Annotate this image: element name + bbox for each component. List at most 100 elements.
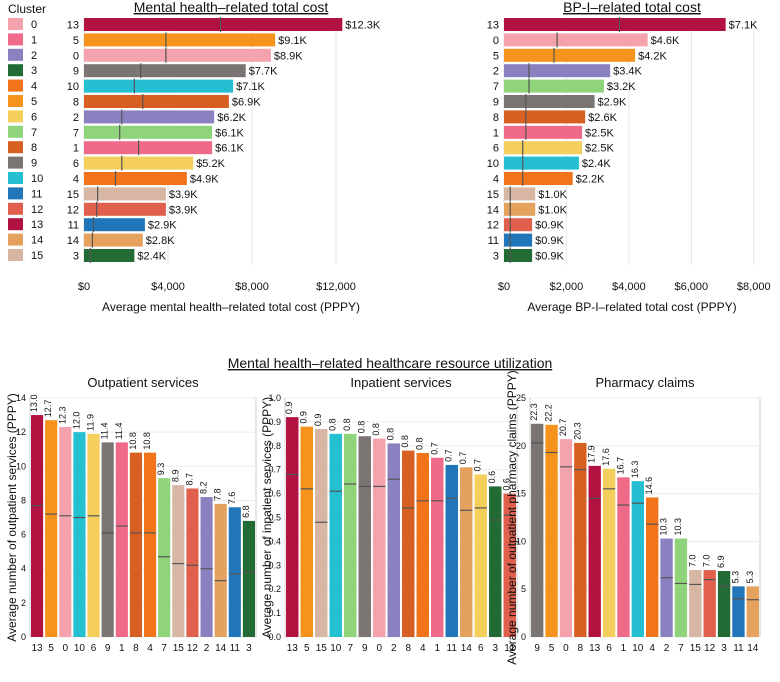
bp_cost-bar-14 [504, 202, 536, 216]
outpatient-value-label: 12.0 [71, 412, 81, 430]
inpatient-value-label: 0.8 [342, 418, 352, 431]
outpatient-value-label: 6.8 [241, 505, 251, 518]
legend-swatch-8 [8, 141, 23, 154]
pharmacy-category-label: 11 [733, 643, 744, 654]
bp_cost-bar-2 [504, 64, 611, 78]
outpatient-y-tick: 0 [21, 632, 26, 642]
legend-swatch-5 [8, 95, 23, 107]
mh_cost-bar-6 [84, 156, 194, 170]
legend-swatch-9 [8, 156, 23, 169]
inpatient-bar-3 [489, 486, 502, 637]
bp_cost-category-label: 5 [493, 50, 499, 62]
pharmacy-bar-7 [674, 538, 688, 637]
outpatient-category-label: 9 [105, 643, 111, 654]
bp_cost-bar-10 [504, 156, 579, 170]
inpatient-value-label: 0.7 [473, 459, 483, 472]
legend-label-12: 12 [31, 204, 43, 216]
inpatient-value-label: 0.7 [444, 449, 454, 462]
outpatient-bar-2 [200, 497, 213, 637]
bp_cost-bar-3 [504, 249, 533, 262]
chart-panels: Mental health–related total cost $0 $4,000… [5, 0, 771, 665]
legend-label-6: 6 [31, 111, 37, 123]
outpatient-category-label: 6 [91, 643, 97, 654]
bp_cost-value-label: $3.4K [613, 66, 642, 78]
outpatient-category-label: 0 [63, 643, 69, 654]
bp_cost-bar-15 [504, 187, 536, 201]
outpatient-value-label: 7.8 [213, 488, 223, 501]
legend-swatch-10 [8, 172, 23, 184]
outpatient-value-label: 11.4 [114, 423, 124, 440]
pharmacy-bar-5 [545, 424, 558, 637]
bp_cost-category-label: 8 [493, 112, 499, 124]
outpatient-value-label: 13.0 [29, 395, 39, 413]
outpatient-bar-7 [158, 478, 171, 637]
mh_cost-x-tick: $8,000 [235, 281, 269, 293]
bp_cost-category-label: 6 [493, 143, 499, 155]
mh_cost-category-label: 8 [73, 97, 79, 109]
inpatient-category-label: 0 [376, 643, 382, 654]
legend-swatch-2 [8, 48, 23, 61]
legend-label-13: 13 [31, 219, 43, 231]
bp_cost-value-label: $1.0K [538, 204, 567, 216]
inpatient-value-label: 0.8 [386, 428, 396, 441]
mh_cost-value-label: $7.1K [236, 81, 265, 93]
pharmacy-category-label: 7 [678, 643, 684, 654]
inpatient-category-label: 11 [447, 643, 458, 654]
mh_cost-category-label: 4 [73, 174, 79, 186]
inpatient-y-tick: 0.8 [268, 441, 281, 451]
legend-swatch-11 [8, 187, 23, 200]
outpatient-value-label: 10.8 [142, 432, 152, 450]
pharmacy-bar-0 [559, 439, 573, 637]
mh_cost-x-label: Average mental health–related total cost… [102, 300, 360, 314]
bp_cost-bar-1 [504, 125, 583, 139]
pharmacy-bar-12 [703, 570, 716, 637]
mh_cost-bar-14 [84, 233, 143, 247]
bp_cost-x-tick: $8,000 [737, 281, 771, 293]
outpatient-y-tick: 2 [21, 598, 26, 608]
outpatient-value-label: 8.9 [170, 470, 180, 483]
outpatient-bar-10 [73, 432, 86, 637]
mh_cost-value-label: $12.3K [345, 20, 381, 32]
inpatient-value-label: 0.8 [328, 418, 338, 431]
outpatient-title: Outpatient services [87, 375, 199, 390]
outpatient-y-tick: 8 [21, 495, 26, 505]
legend-swatch-6 [8, 110, 23, 123]
legend-label-8: 8 [31, 142, 37, 154]
bp_cost-category-label: 3 [493, 251, 499, 263]
inpatient-y-tick: 0.4 [268, 536, 281, 546]
bp_cost-value-label: $3.2K [607, 81, 636, 93]
pharmacy-value-label: 7.0 [702, 555, 712, 568]
pharmacy-value-label: 7.0 [687, 555, 697, 568]
outpatient-value-label: 10.8 [128, 432, 138, 450]
bp_cost-category-label: 11 [488, 235, 499, 247]
outpatient-value-label: 12.7 [43, 400, 53, 418]
pharmacy-bar-9 [531, 423, 544, 637]
mh_cost-value-label: $3.9K [169, 204, 198, 216]
outpatient-bar-8 [129, 452, 143, 637]
pharmacy-bar-3 [717, 571, 731, 637]
inpatient-bar-1 [431, 457, 444, 637]
outpatient-category-label: 3 [246, 643, 252, 654]
mh_cost-value-label: $6.1K [215, 143, 244, 155]
legend-label-3: 3 [31, 65, 37, 77]
inpatient-bar-10 [329, 433, 342, 637]
bp_cost-category-label: 1 [493, 127, 499, 139]
bp_cost-bar-11 [504, 233, 533, 247]
legend-label-14: 14 [31, 235, 43, 247]
outpatient-bar-11 [228, 507, 241, 637]
inpatient-y-tick: 0.2 [268, 584, 281, 594]
mh_cost-category-label: 13 [67, 20, 79, 32]
inpatient-value-label: 0.9 [299, 411, 309, 424]
inpatient-y-tick: 0.5 [268, 513, 281, 523]
pharmacy-value-label: 5.3 [745, 571, 755, 584]
inpatient-category-label: 15 [316, 643, 328, 654]
inpatient-bar-2 [387, 443, 400, 637]
bp_cost-value-label: $2.9K [598, 97, 627, 109]
inpatient-value-label: 0.9 [284, 402, 294, 415]
legend-label-2: 2 [31, 50, 37, 62]
bp_cost-category-label: 10 [487, 158, 499, 170]
inpatient-y-tick: 0.1 [268, 608, 281, 618]
pharmacy-category-label: 2 [664, 643, 670, 654]
